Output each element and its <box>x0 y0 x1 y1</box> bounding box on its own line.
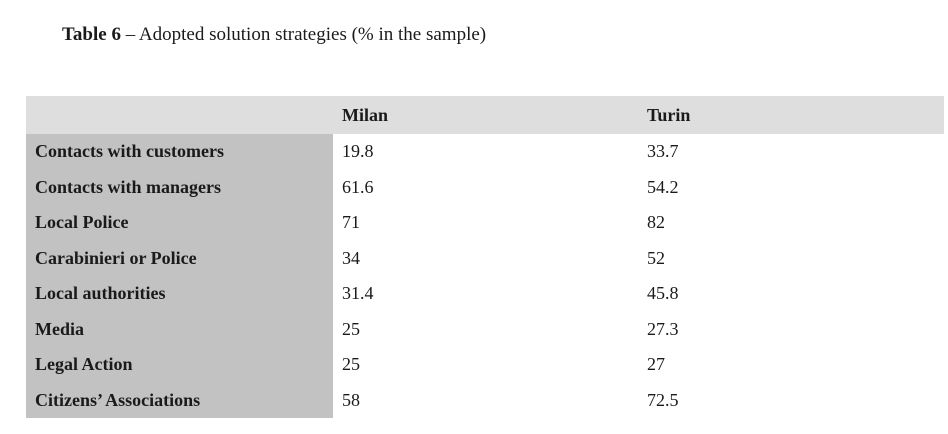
table-row: Carabinieri or Police 34 52 <box>26 240 944 276</box>
header-turin: Turin <box>638 96 944 134</box>
row-label: Contacts with customers <box>26 134 333 170</box>
row-label: Media <box>26 311 333 347</box>
table-header-row: Milan Turin <box>26 96 944 134</box>
row-label: Local authorities <box>26 276 333 312</box>
milan-value: 34 <box>333 240 638 276</box>
row-label: Legal Action <box>26 347 333 383</box>
turin-value: 52 <box>638 240 944 276</box>
milan-value: 61.6 <box>333 169 638 205</box>
milan-value: 31.4 <box>333 276 638 312</box>
milan-value: 25 <box>333 347 638 383</box>
milan-value: 58 <box>333 382 638 418</box>
table-row: Media 25 27.3 <box>26 311 944 347</box>
milan-value: 25 <box>333 311 638 347</box>
row-label: Citizens’ Associations <box>26 382 333 418</box>
table-row: Contacts with managers 61.6 54.2 <box>26 169 944 205</box>
table-row: Legal Action 25 27 <box>26 347 944 383</box>
table-row: Contacts with customers 19.8 33.7 <box>26 134 944 170</box>
turin-value: 33.7 <box>638 134 944 170</box>
table-row: Local Police 71 82 <box>26 205 944 241</box>
turin-value: 45.8 <box>638 276 944 312</box>
strategies-table: Milan Turin Contacts with customers 19.8… <box>26 96 944 418</box>
row-label: Contacts with managers <box>26 169 333 205</box>
milan-value: 71 <box>333 205 638 241</box>
table-caption: Table 6 – Adopted solution strategies (%… <box>62 24 486 46</box>
turin-value: 82 <box>638 205 944 241</box>
milan-value: 19.8 <box>333 134 638 170</box>
turin-value: 72.5 <box>638 382 944 418</box>
turin-value: 27.3 <box>638 311 944 347</box>
table-row: Local authorities 31.4 45.8 <box>26 276 944 312</box>
header-milan: Milan <box>333 96 638 134</box>
row-label: Local Police <box>26 205 333 241</box>
table-row: Citizens’ Associations 58 72.5 <box>26 382 944 418</box>
table-caption-label: Table 6 <box>62 24 121 45</box>
turin-value: 27 <box>638 347 944 383</box>
table-caption-text: – Adopted solution strategies (% in the … <box>120 24 487 45</box>
row-label: Carabinieri or Police <box>26 240 333 276</box>
turin-value: 54.2 <box>638 169 944 205</box>
header-empty-cell <box>26 96 333 134</box>
